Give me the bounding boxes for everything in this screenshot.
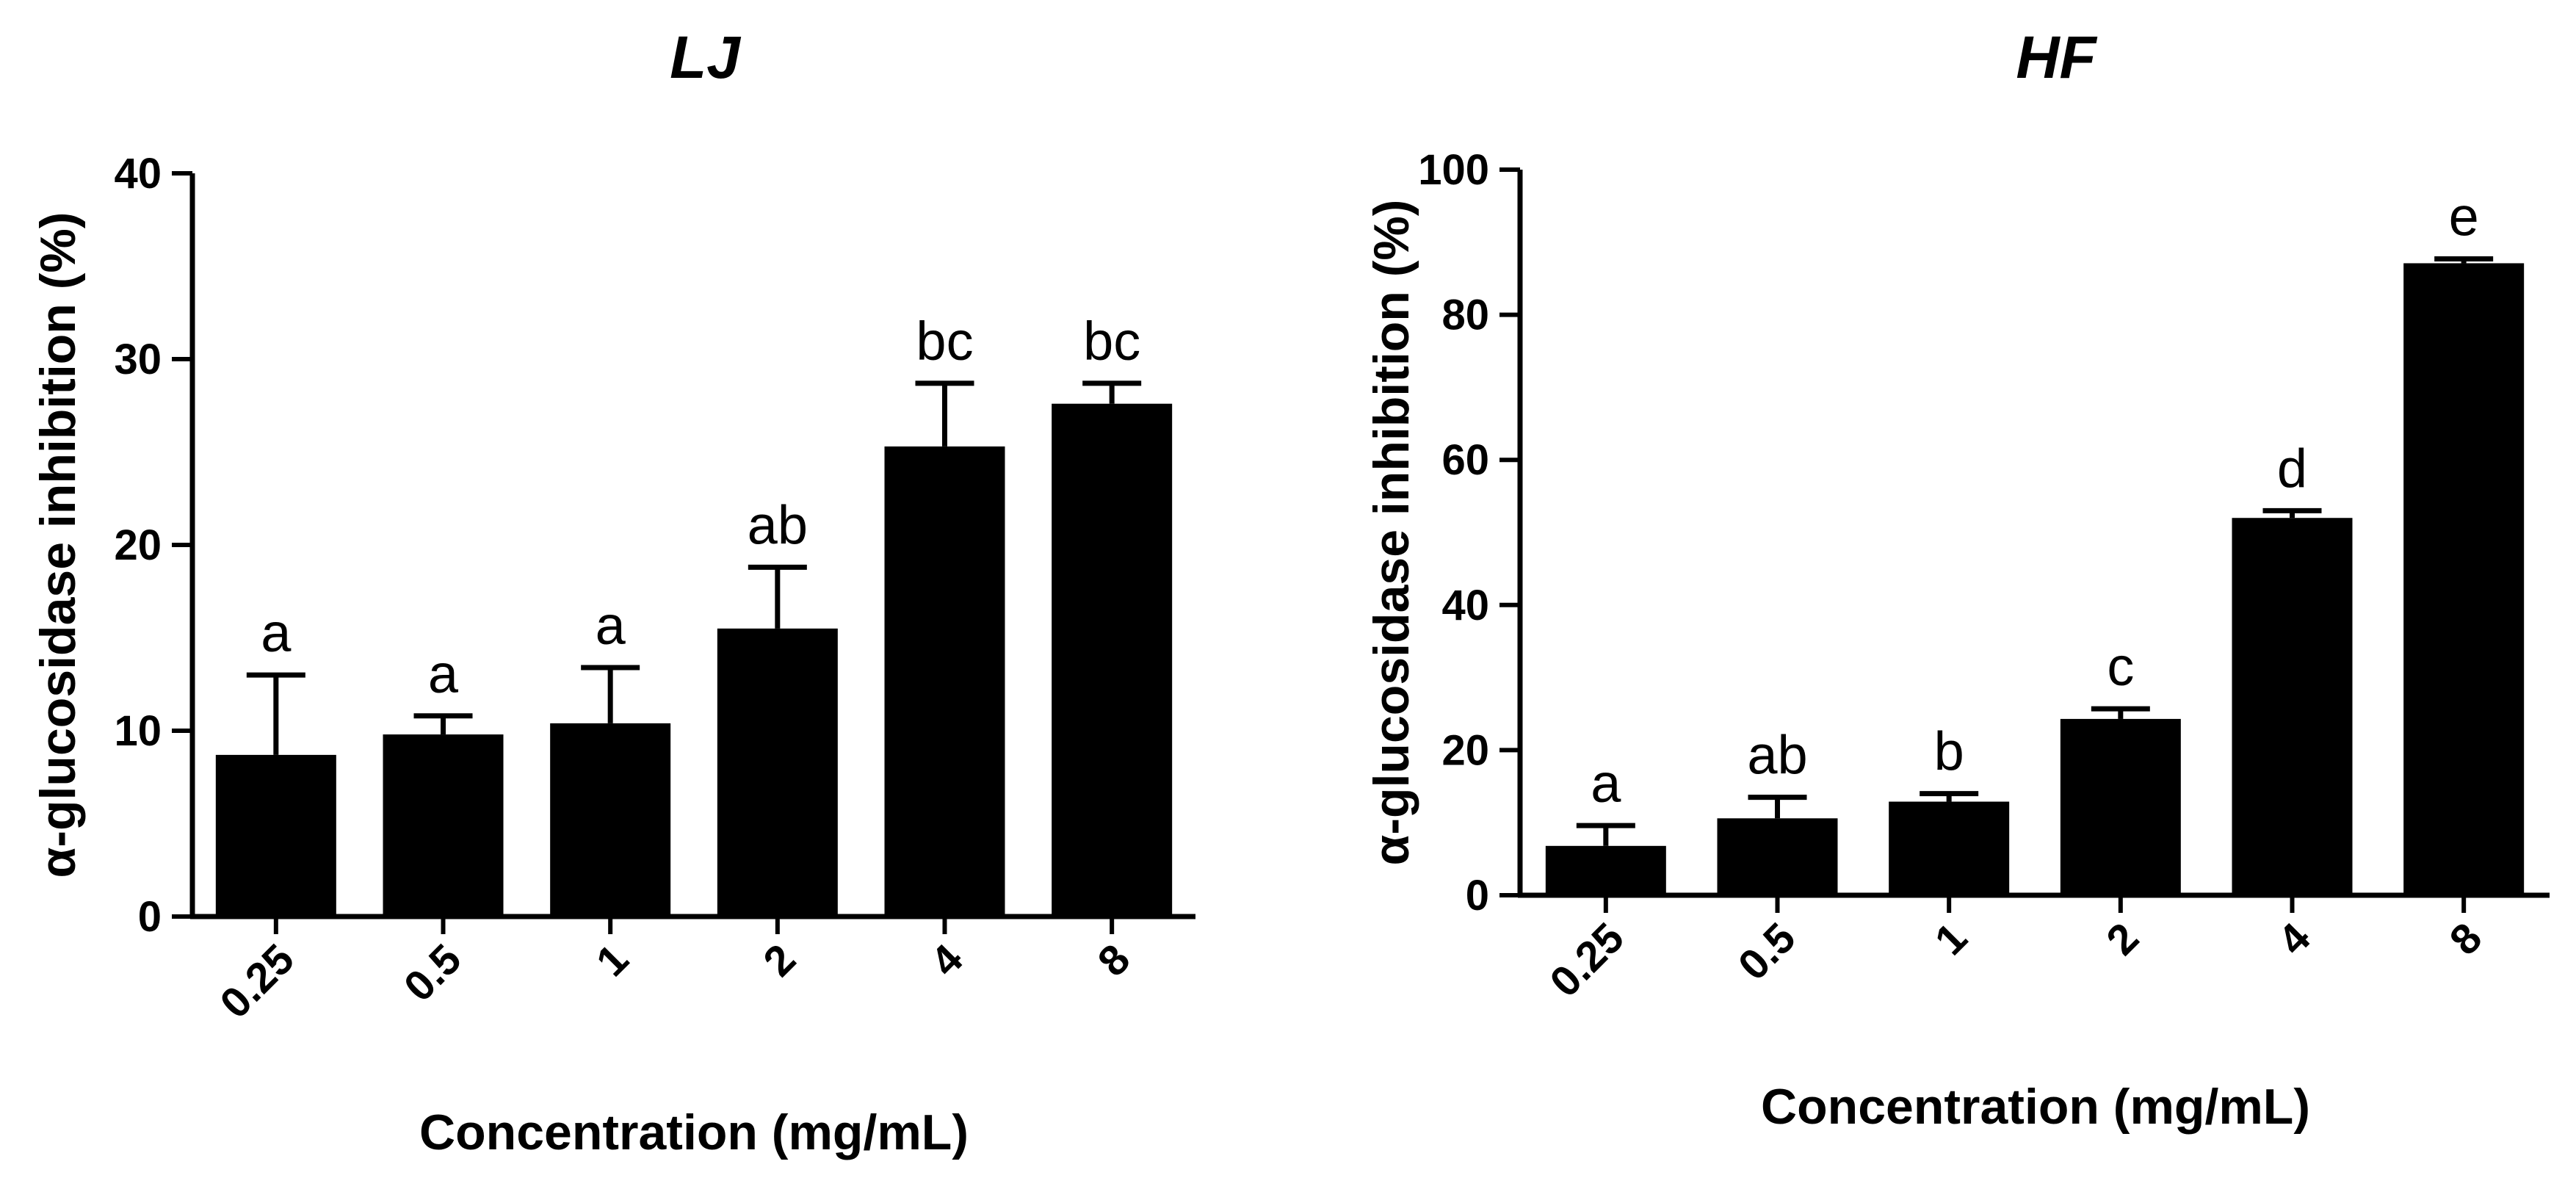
bar bbox=[717, 628, 838, 917]
x-axis-label: Concentration (mg/mL) bbox=[419, 1105, 969, 1160]
chart-title: HF bbox=[2016, 24, 2097, 91]
y-axis-label: α-glucosidase inhibition (%) bbox=[30, 212, 86, 878]
y-tick-label: 20 bbox=[114, 521, 162, 569]
x-tick-label: 2 bbox=[754, 935, 805, 986]
x-tick-label: 8 bbox=[2441, 914, 2492, 964]
y-tick-label: 0 bbox=[1466, 872, 1489, 919]
significance-label: c bbox=[2107, 636, 2134, 697]
y-tick-label: 80 bbox=[1441, 292, 1489, 339]
y-axis-label: α-glucosidase inhibition (%) bbox=[1364, 200, 1419, 866]
significance-label: a bbox=[428, 643, 459, 704]
significance-label: ab bbox=[748, 494, 808, 555]
x-tick-label: 8 bbox=[1089, 935, 1140, 986]
bar bbox=[2060, 718, 2181, 895]
bar bbox=[1717, 818, 1838, 895]
x-tick-label: 0.5 bbox=[395, 935, 471, 1011]
chart-title: LJ bbox=[670, 24, 741, 91]
bar bbox=[2232, 518, 2353, 895]
x-tick-label: 0.25 bbox=[1541, 914, 1633, 1006]
significance-label: e bbox=[2449, 187, 2479, 247]
bar bbox=[1889, 801, 2010, 895]
significance-label: bc bbox=[1083, 311, 1140, 372]
significance-label: a bbox=[596, 595, 626, 656]
significance-label: bc bbox=[916, 311, 973, 372]
significance-label: b bbox=[1934, 721, 1964, 782]
x-tick-label: 1 bbox=[587, 935, 638, 986]
y-tick-label: 0 bbox=[138, 893, 162, 941]
chart-panel-1: LJ α-glucosidase inhibition (%) Concentrat… bbox=[30, 24, 1195, 1160]
y-tick-label: 10 bbox=[114, 707, 162, 755]
y-tick-label: 40 bbox=[1441, 582, 1489, 629]
x-tick-label: 0.5 bbox=[1729, 914, 1805, 989]
significance-label: a bbox=[1591, 753, 1621, 814]
bar bbox=[550, 723, 671, 917]
chart-panel-2: HF α-glucosidase inhibition (%) Concentrat… bbox=[1364, 24, 2550, 1135]
x-tick-label: 0.25 bbox=[211, 935, 303, 1027]
bar bbox=[383, 734, 504, 917]
bar bbox=[884, 446, 1005, 917]
significance-label: a bbox=[261, 602, 292, 663]
y-tick-label: 40 bbox=[114, 150, 162, 198]
y-tick-label: 100 bbox=[1418, 146, 1489, 194]
x-tick-label: 2 bbox=[2097, 914, 2148, 964]
significance-label: ab bbox=[1747, 725, 1807, 786]
significance-label: d bbox=[2277, 438, 2307, 499]
bar bbox=[1052, 403, 1173, 917]
x-tick-label: 4 bbox=[2269, 914, 2320, 964]
x-axis-label: Concentration (mg/mL) bbox=[1761, 1079, 2310, 1135]
bar bbox=[2403, 263, 2525, 895]
bar bbox=[215, 754, 336, 917]
x-tick-label: 1 bbox=[1926, 914, 1977, 964]
bar bbox=[1545, 845, 1666, 895]
y-tick-label: 20 bbox=[1441, 726, 1489, 774]
y-tick-label: 30 bbox=[114, 336, 162, 383]
x-tick-label: 4 bbox=[922, 935, 972, 986]
y-tick-label: 60 bbox=[1441, 436, 1489, 484]
